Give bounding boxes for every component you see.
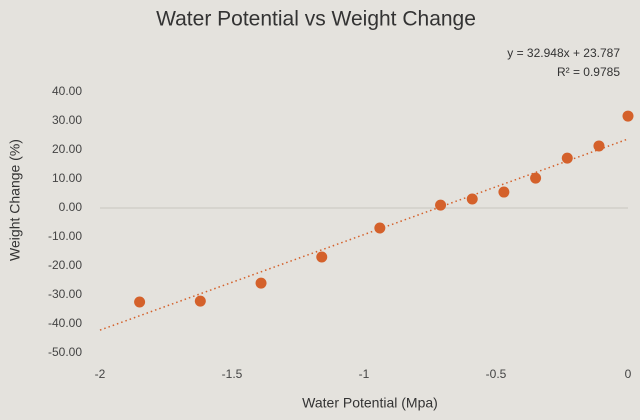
x-tick-label: 0 — [625, 367, 632, 381]
y-tick-label: -10.00 — [48, 229, 82, 243]
trendline — [99, 138, 629, 331]
y-tick-label: 0.00 — [59, 200, 83, 214]
y-tick-label: -40.00 — [48, 316, 82, 330]
y-tick-label: 20.00 — [52, 142, 82, 156]
y-tick-label: 40.00 — [52, 84, 82, 98]
y-tick-label: 10.00 — [52, 171, 82, 185]
point — [255, 277, 267, 289]
point — [622, 110, 634, 122]
point — [561, 152, 573, 164]
y-tick-label: -20.00 — [48, 258, 82, 272]
y-tick-label: -50.00 — [48, 345, 82, 359]
y-tick-label: 30.00 — [52, 113, 82, 127]
point — [374, 222, 386, 234]
x-tick-label: -2 — [95, 367, 106, 381]
r-squared: R² = 0.9785 — [557, 65, 620, 79]
point — [530, 172, 542, 184]
chart-title: Water Potential vs Weight Change — [156, 8, 476, 31]
trendline-equation: y = 32.948x + 23.787 — [507, 46, 620, 60]
point — [498, 186, 510, 198]
point — [593, 140, 605, 152]
x-tick-label: -1 — [359, 367, 370, 381]
point — [435, 199, 447, 211]
point — [466, 193, 478, 205]
x-tick-label: -1.5 — [222, 367, 243, 381]
point — [316, 251, 328, 263]
point — [194, 295, 206, 307]
y-axis-title: Weight Change (%) — [7, 139, 23, 261]
x-tick-label: -0.5 — [486, 367, 507, 381]
x-axis-title: Water Potential (Mpa) — [302, 395, 438, 411]
point — [134, 296, 146, 308]
y-tick-label: -30.00 — [48, 287, 82, 301]
